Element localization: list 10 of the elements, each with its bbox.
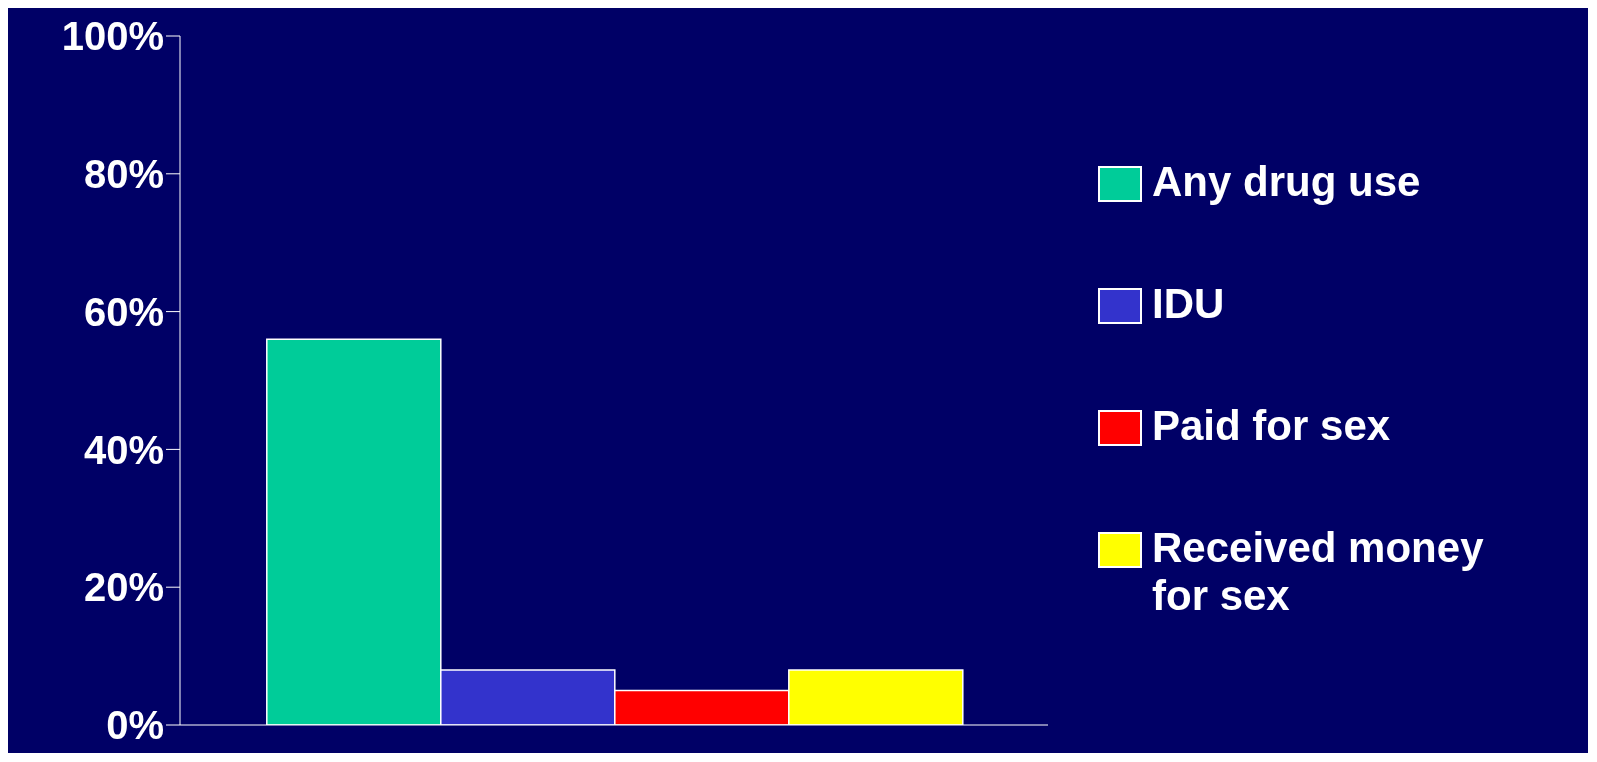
y-tick-label: 20% [83,565,164,610]
legend-label: Any drug use [1152,158,1421,206]
legend-label: IDU [1152,280,1225,328]
y-tick-label: 40% [83,427,164,472]
y-tick-label: 60% [83,289,164,334]
legend-label: Received money for sex [1152,524,1485,620]
legend-label: Paid for sex [1152,402,1391,450]
y-tick-label: 100% [61,14,164,59]
y-tick-label: 0% [106,703,164,748]
y-tick-label: 80% [83,152,164,196]
